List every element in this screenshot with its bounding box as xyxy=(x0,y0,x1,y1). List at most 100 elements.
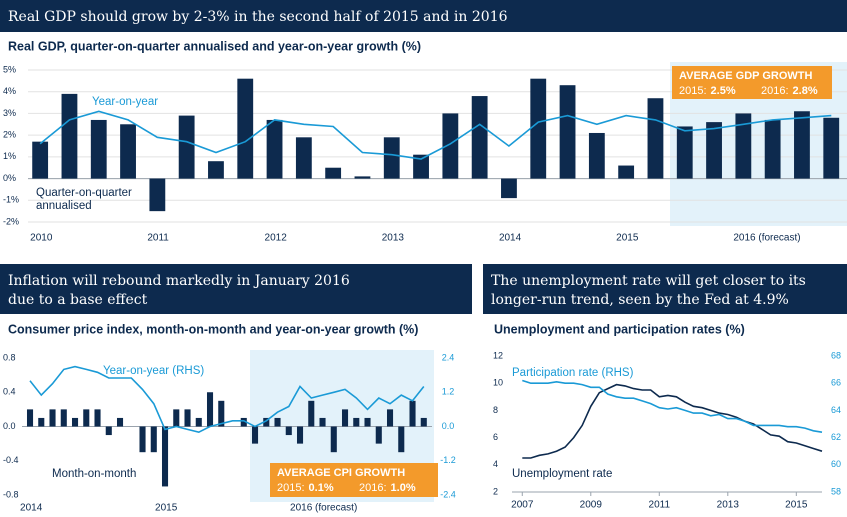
bar xyxy=(398,426,405,453)
bar xyxy=(409,400,416,427)
annotation-title: AVERAGE CPI GROWTH xyxy=(277,467,405,479)
y-tick-label: 4% xyxy=(3,86,16,96)
series-label: Year-on-year xyxy=(92,96,158,108)
bar xyxy=(149,178,166,212)
bar xyxy=(61,93,78,179)
bar xyxy=(386,409,394,427)
y-tick-label: 0.4 xyxy=(3,387,16,397)
bar xyxy=(325,167,342,179)
bar xyxy=(263,417,270,427)
chart-title: The unemployment rate will get closer to… xyxy=(491,273,806,289)
annotation-item: 2015: 0.1% xyxy=(277,482,334,494)
bar xyxy=(794,111,810,179)
annotation-item: 2015: 2.5% xyxy=(679,85,736,97)
annotation-value: 0.1% xyxy=(309,482,334,494)
y-tick-label: -1% xyxy=(3,195,19,205)
bar xyxy=(266,119,283,179)
bar xyxy=(764,119,781,179)
y-tick-label: 8 xyxy=(493,405,498,415)
bar xyxy=(184,409,191,427)
header-bar xyxy=(0,0,847,32)
bar xyxy=(139,426,146,453)
bar xyxy=(501,178,517,199)
x-tick-label: 2015 xyxy=(785,500,808,511)
bar xyxy=(375,426,382,444)
bar xyxy=(218,400,225,427)
bar xyxy=(173,409,180,427)
y2-tick-label: -1.2 xyxy=(440,455,456,465)
bar xyxy=(206,392,214,427)
bar xyxy=(296,426,304,444)
x-tick-label: 2011 xyxy=(147,233,169,244)
bar xyxy=(60,409,67,427)
y-tick-label: 0% xyxy=(3,173,16,183)
x-tick-label: 2011 xyxy=(649,500,671,511)
x-tick-label: 2013 xyxy=(382,233,405,244)
y-tick-label: 4 xyxy=(493,459,498,469)
bar xyxy=(32,141,49,179)
x-tick-label: 2009 xyxy=(580,500,603,511)
bar xyxy=(251,426,259,444)
bar xyxy=(94,409,101,427)
bar xyxy=(559,85,576,179)
y2-tick-label: 0.0 xyxy=(442,421,455,431)
y-tick-label: 12 xyxy=(493,350,503,360)
chart-subtitle: Real GDP, quarter-on-quarter annualised … xyxy=(8,39,421,53)
bar xyxy=(442,113,459,179)
annotation-value: 1.0% xyxy=(391,482,416,494)
y2-tick-label: -2.4 xyxy=(440,489,456,499)
chart-subtitle: Consumer price index, month-on-month and… xyxy=(8,322,418,336)
bar xyxy=(285,426,292,436)
y-tick-label: 3% xyxy=(3,108,16,118)
series-label: Participation rate (RHS) xyxy=(512,367,634,379)
bar xyxy=(120,124,136,179)
y-tick-label: -2% xyxy=(3,216,19,226)
bar xyxy=(341,409,349,427)
y-tick-label: 1% xyxy=(3,151,16,161)
line-series xyxy=(522,379,823,433)
y-tick-label: 6 xyxy=(493,432,498,442)
y-tick-label: 0.0 xyxy=(3,421,16,431)
annotation-label: 2016: xyxy=(761,85,789,97)
header-bar xyxy=(483,264,847,314)
series-label: Quarter-on-quarter annualised xyxy=(36,187,132,212)
annotation-label: 2015: xyxy=(679,85,707,97)
bar xyxy=(208,161,224,179)
bar xyxy=(676,126,693,179)
bar xyxy=(161,426,169,487)
bar xyxy=(471,96,488,179)
annotation-label: 2015: xyxy=(277,482,305,494)
y-tick-label: 10 xyxy=(493,378,503,388)
bar xyxy=(274,417,281,427)
bar xyxy=(240,417,247,427)
y2-tick-label: 58 xyxy=(831,486,841,496)
y-tick-label: -0.4 xyxy=(3,455,19,465)
annotation-item: 2016: 1.0% xyxy=(359,482,416,494)
annotation-value: 2.5% xyxy=(711,85,736,97)
x-tick-label: 2015 xyxy=(155,503,178,514)
bar xyxy=(49,409,56,427)
bar xyxy=(26,409,34,427)
bar xyxy=(71,417,79,427)
annotation-box xyxy=(270,463,438,497)
bar xyxy=(38,417,45,427)
chart-title: due to a base effect xyxy=(8,292,148,308)
annotation-box xyxy=(672,66,832,99)
bar xyxy=(195,417,202,427)
bar xyxy=(420,417,427,427)
bar xyxy=(295,137,312,179)
y-tick-label: -0.8 xyxy=(3,489,19,499)
bar xyxy=(90,119,107,179)
y-tick-label: 2 xyxy=(493,486,498,496)
x-tick-label: 2016 (forecast) xyxy=(290,503,357,514)
bar xyxy=(530,78,547,179)
bar xyxy=(383,137,400,179)
header-bar xyxy=(0,264,472,314)
y-tick-label: 5% xyxy=(3,64,16,74)
bar xyxy=(413,154,429,179)
series-label: Unemployment rate xyxy=(512,468,612,480)
bar xyxy=(647,98,664,179)
x-tick-label: 2012 xyxy=(265,233,288,244)
chart-title: Inflation will rebound markedly in Janua… xyxy=(8,273,350,289)
